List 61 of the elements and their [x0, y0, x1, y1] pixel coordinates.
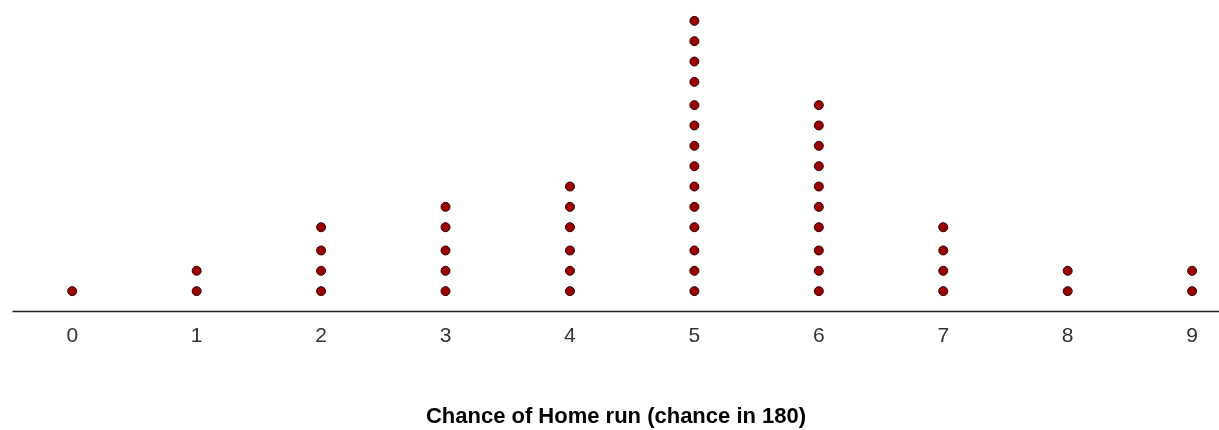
- point: [938, 286, 949, 297]
- point: [564, 201, 575, 212]
- point: [813, 100, 824, 111]
- point: [813, 201, 824, 212]
- x-tick-label: 2: [315, 322, 327, 346]
- point: [316, 265, 327, 276]
- point: [689, 120, 700, 131]
- point: [689, 76, 700, 87]
- point: [938, 245, 949, 256]
- point: [689, 265, 700, 276]
- point: [689, 56, 700, 67]
- point: [689, 181, 700, 192]
- point: [564, 245, 575, 256]
- point: [440, 222, 451, 233]
- point: [440, 245, 451, 256]
- point: [1062, 286, 1073, 297]
- point: [689, 286, 700, 297]
- point: [1187, 265, 1198, 276]
- point: [813, 222, 824, 233]
- point: [440, 265, 451, 276]
- point: [813, 286, 824, 297]
- point: [564, 222, 575, 233]
- point: [938, 265, 949, 276]
- point: [440, 286, 451, 297]
- x-tick-label: 8: [1061, 322, 1074, 346]
- point: [938, 222, 949, 233]
- point: [689, 15, 700, 26]
- point: [689, 161, 700, 172]
- x-tick-label: 4: [564, 322, 577, 346]
- point: [813, 140, 824, 151]
- point: [191, 265, 202, 276]
- point: [191, 286, 202, 297]
- x-tick-label: 5: [688, 322, 701, 346]
- x-tick-label: 0: [66, 322, 79, 346]
- x-tick-label: 9: [1186, 322, 1198, 346]
- point: [1187, 286, 1198, 297]
- point: [689, 36, 700, 47]
- x-axis-title: Chance of Home run (chance in 180): [425, 402, 807, 428]
- point: [689, 140, 700, 151]
- point: [813, 161, 824, 172]
- point: [813, 120, 824, 131]
- point: [564, 286, 575, 297]
- point: [689, 100, 700, 111]
- point: [813, 245, 824, 256]
- point: [689, 201, 700, 212]
- point: [689, 245, 700, 256]
- x-tick-label: 1: [190, 322, 203, 346]
- x-tick-label: 6: [812, 322, 825, 346]
- point: [564, 265, 575, 276]
- point: [564, 181, 575, 192]
- point: [316, 222, 327, 233]
- x-tick-label: 7: [937, 322, 950, 346]
- point: [813, 265, 824, 276]
- point: [316, 245, 327, 256]
- point: [813, 181, 824, 192]
- point: [440, 201, 451, 212]
- point: [1062, 265, 1073, 276]
- point: [689, 222, 700, 233]
- x-tick-label: 3: [439, 322, 452, 346]
- point: [67, 286, 78, 297]
- point: [316, 286, 327, 297]
